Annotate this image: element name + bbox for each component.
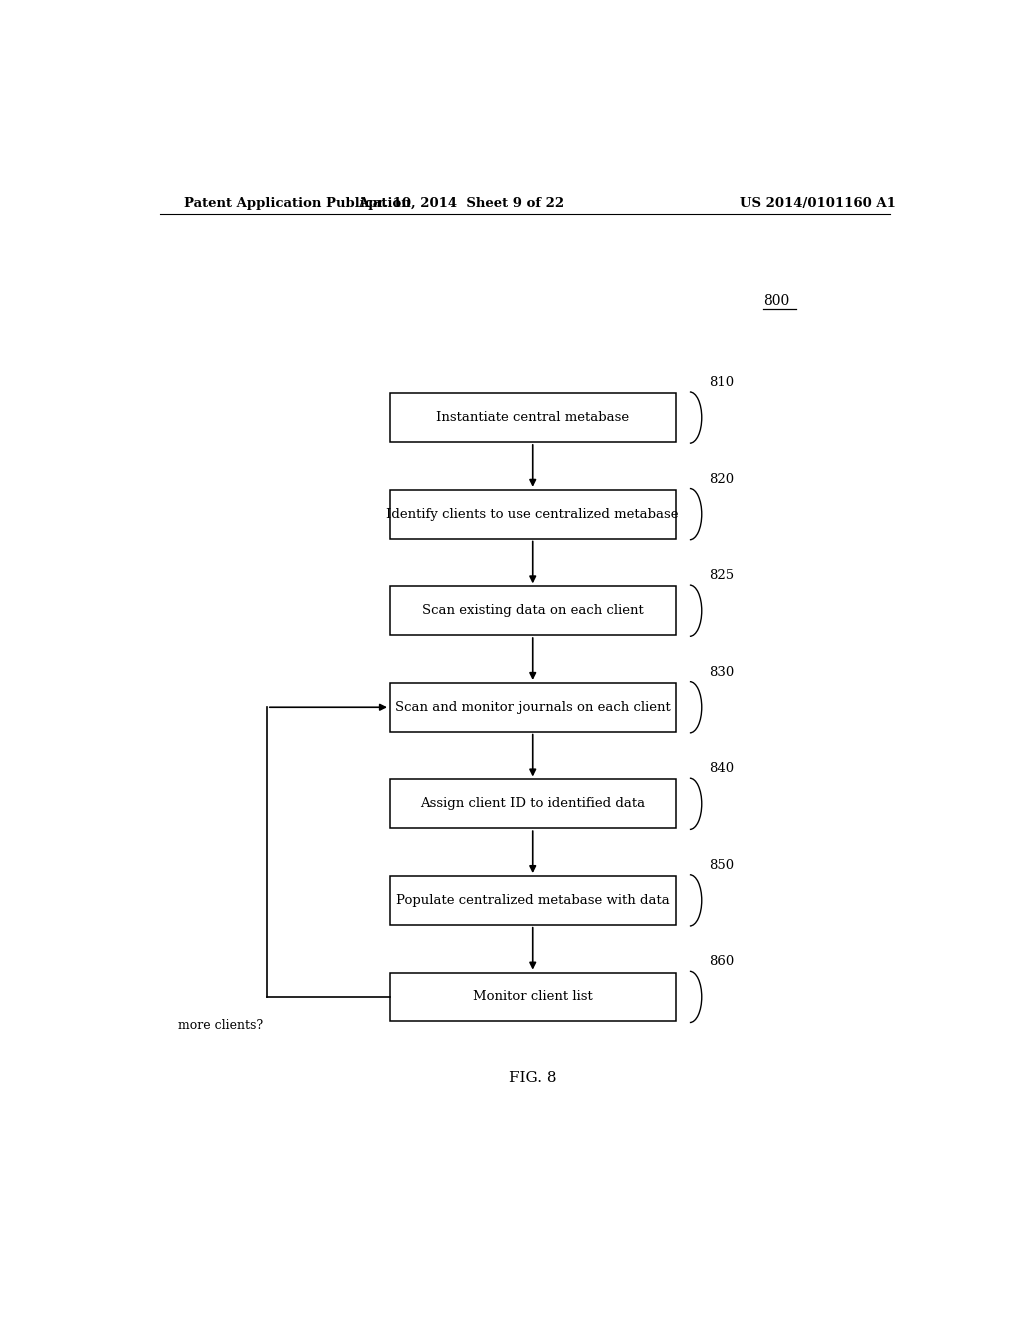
Text: 800: 800 [763, 293, 790, 308]
Text: Scan and monitor journals on each client: Scan and monitor journals on each client [395, 701, 671, 714]
Bar [390, 973, 676, 1022]
Bar [390, 779, 676, 828]
Text: 850: 850 [709, 859, 734, 873]
Text: FIG. 8: FIG. 8 [509, 1072, 556, 1085]
Text: Apr. 10, 2014  Sheet 9 of 22: Apr. 10, 2014 Sheet 9 of 22 [358, 197, 564, 210]
Text: Identify clients to use centralized metabase: Identify clients to use centralized meta… [386, 508, 679, 520]
Bar [390, 490, 676, 539]
Text: Assign client ID to identified data: Assign client ID to identified data [420, 797, 645, 810]
Text: 840: 840 [709, 763, 734, 775]
Text: 825: 825 [709, 569, 734, 582]
Text: 820: 820 [709, 473, 734, 486]
Text: 860: 860 [709, 956, 734, 969]
Text: Instantiate central metabase: Instantiate central metabase [436, 411, 630, 424]
Text: Patent Application Publication: Patent Application Publication [183, 197, 411, 210]
Text: 810: 810 [709, 376, 734, 389]
Text: US 2014/0101160 A1: US 2014/0101160 A1 [740, 197, 896, 210]
Text: more clients?: more clients? [178, 1019, 263, 1032]
Bar [390, 586, 676, 635]
Text: Populate centralized metabase with data: Populate centralized metabase with data [396, 894, 670, 907]
Text: Scan existing data on each client: Scan existing data on each client [422, 605, 644, 618]
Bar [390, 393, 676, 442]
Text: 830: 830 [709, 665, 734, 678]
Text: Monitor client list: Monitor client list [473, 990, 593, 1003]
Bar [390, 876, 676, 925]
Bar [390, 682, 676, 731]
